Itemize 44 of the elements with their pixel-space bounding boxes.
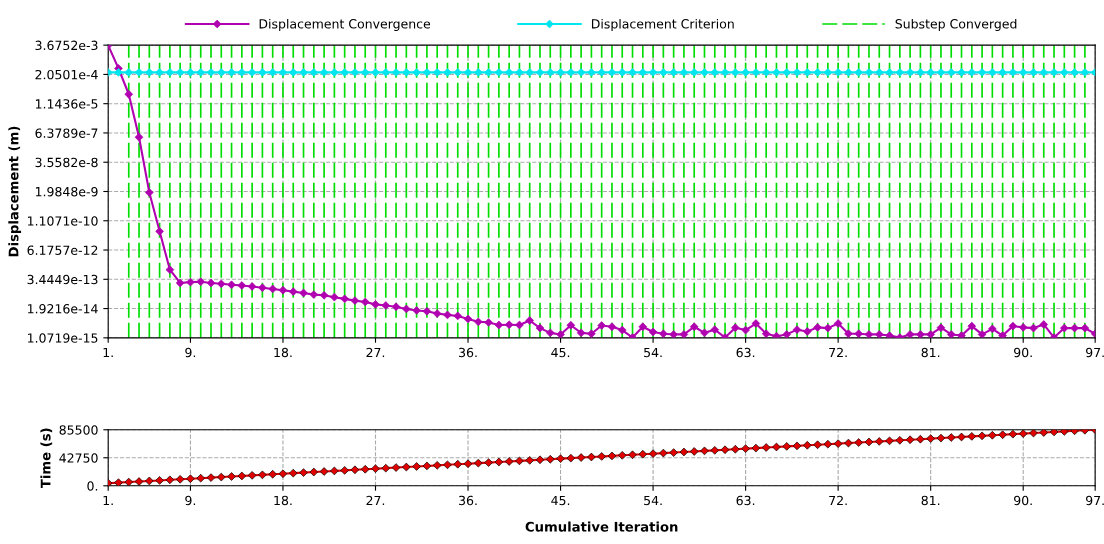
y-tick-label: 3.5582e-8	[35, 157, 98, 168]
x-tick-label: 45.	[551, 347, 570, 358]
legend-label: Displacement Convergence	[259, 18, 431, 31]
y-axis-title: Time (s)	[40, 428, 53, 489]
x-tick-label: 81.	[921, 495, 940, 506]
y-tick-label: 1.1071e-10	[28, 216, 98, 226]
x-tick-label: 63.	[736, 347, 755, 358]
x-tick-label: 27.	[366, 347, 385, 358]
y-tick-label: 42750	[59, 453, 98, 463]
x-tick-label: 63.	[736, 495, 755, 506]
x-tick-label: 97.	[1086, 347, 1104, 358]
y-tick-label: 6.1757e-12	[27, 245, 98, 255]
y-tick-label: 0.	[87, 481, 98, 491]
y-tick-label: 1.9216e-14	[28, 304, 98, 314]
x-tick-label: 72.	[829, 347, 847, 358]
x-tick-label: 9.	[185, 495, 196, 506]
legend-label: Substep Converged	[895, 18, 1017, 31]
x-axis-title: Cumulative Iteration	[525, 521, 678, 532]
x-tick-label: 72.	[829, 495, 847, 506]
legend-label: Displacement Criterion	[591, 18, 734, 31]
x-tick-label: 45.	[551, 495, 570, 506]
y-tick-label: 6.3789e-7	[35, 128, 98, 138]
x-tick-label: 54.	[644, 347, 662, 358]
x-tick-label: 18.	[274, 347, 292, 358]
y-tick-label: 85500	[59, 425, 98, 435]
x-tick-label: 97.	[1086, 495, 1104, 506]
y-axis-title: Displacement (m)	[8, 126, 22, 257]
y-tick-label: 1.9848e-9	[35, 186, 98, 197]
x-tick-label: 18.	[274, 495, 292, 506]
x-tick-label: 1.	[103, 495, 113, 506]
x-tick-label: 36.	[459, 495, 477, 506]
x-tick-label: 90.	[1014, 495, 1032, 506]
x-tick-label: 90.	[1014, 347, 1032, 358]
x-tick-label: 1.	[103, 347, 113, 358]
x-tick-label: 81.	[921, 347, 940, 358]
x-tick-label: 27.	[366, 495, 385, 506]
x-tick-label: 54.	[644, 495, 662, 506]
y-tick-label: 3.4449e-13	[27, 274, 98, 285]
y-tick-label: 2.0501e-4	[35, 69, 98, 80]
x-tick-label: 36.	[459, 347, 477, 358]
y-tick-label: 1.1436e-5	[35, 99, 98, 109]
y-tick-label: 3.6752e-3	[35, 40, 98, 51]
x-tick-label: 9.	[185, 347, 196, 358]
y-tick-label: 1.0719e-15	[28, 333, 98, 343]
